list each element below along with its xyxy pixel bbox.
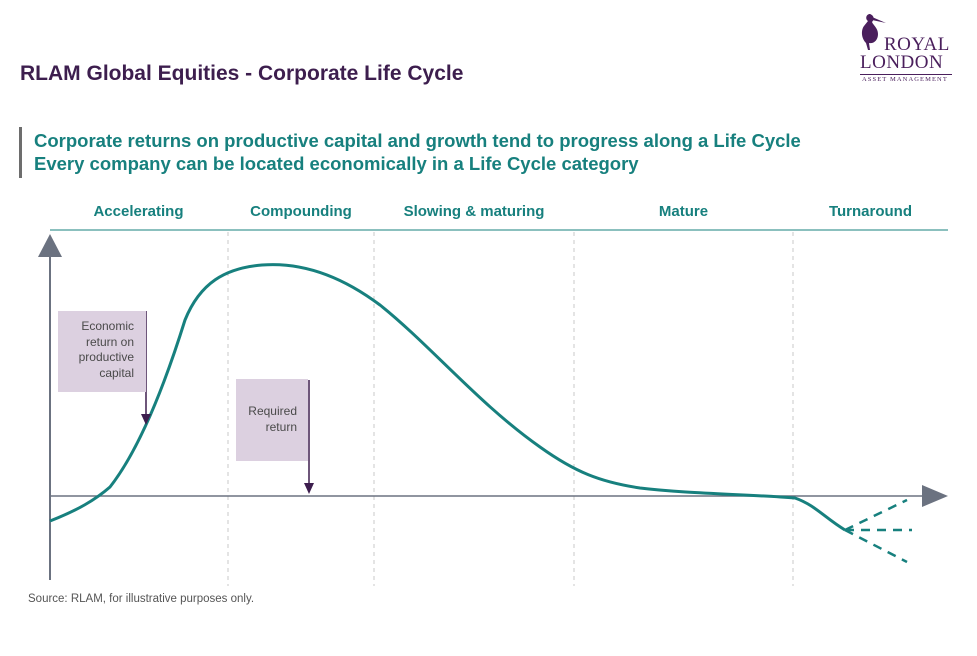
royal-london-logo: ROYAL LONDON ASSET MANAGEMENT bbox=[852, 10, 956, 86]
source-note: Source: RLAM, for illustrative purposes … bbox=[28, 593, 255, 605]
logo-text-london: LONDON bbox=[860, 52, 944, 73]
pelican-icon bbox=[861, 14, 886, 50]
logo-text-asset-management: ASSET MANAGEMENT bbox=[862, 76, 948, 83]
turnaround-path-up bbox=[844, 498, 908, 532]
subtitle-line-2: Every company can be located economicall… bbox=[34, 153, 639, 174]
stage-turnaround: Turnaround bbox=[828, 203, 913, 220]
page-title: RLAM Global Equities - Corporate Life Cy… bbox=[20, 62, 464, 85]
x-axis-arrowhead bbox=[922, 485, 948, 507]
logo-text-royal: ROYAL bbox=[884, 34, 950, 55]
callout-economic-return: Economic return on productive capital bbox=[58, 311, 146, 392]
subtitle-line-1: Corporate returns on productive capital … bbox=[34, 130, 801, 151]
callout-required-return: Required return bbox=[236, 379, 308, 461]
required-return-arrowhead bbox=[304, 483, 314, 494]
turnaround-path-down bbox=[844, 528, 908, 564]
stage-compounding: Compounding bbox=[250, 203, 352, 220]
y-axis-arrowhead bbox=[38, 234, 62, 257]
stage-slowing-maturing: Slowing & maturing bbox=[403, 203, 545, 220]
economic-return-arrowhead bbox=[141, 414, 151, 425]
life-cycle-curve bbox=[49, 263, 846, 532]
logo-divider bbox=[860, 74, 952, 75]
subtitle-accent-bar bbox=[19, 127, 22, 178]
stage-accelerating: Accelerating bbox=[93, 203, 184, 220]
stage-mature: Mature bbox=[658, 203, 709, 220]
